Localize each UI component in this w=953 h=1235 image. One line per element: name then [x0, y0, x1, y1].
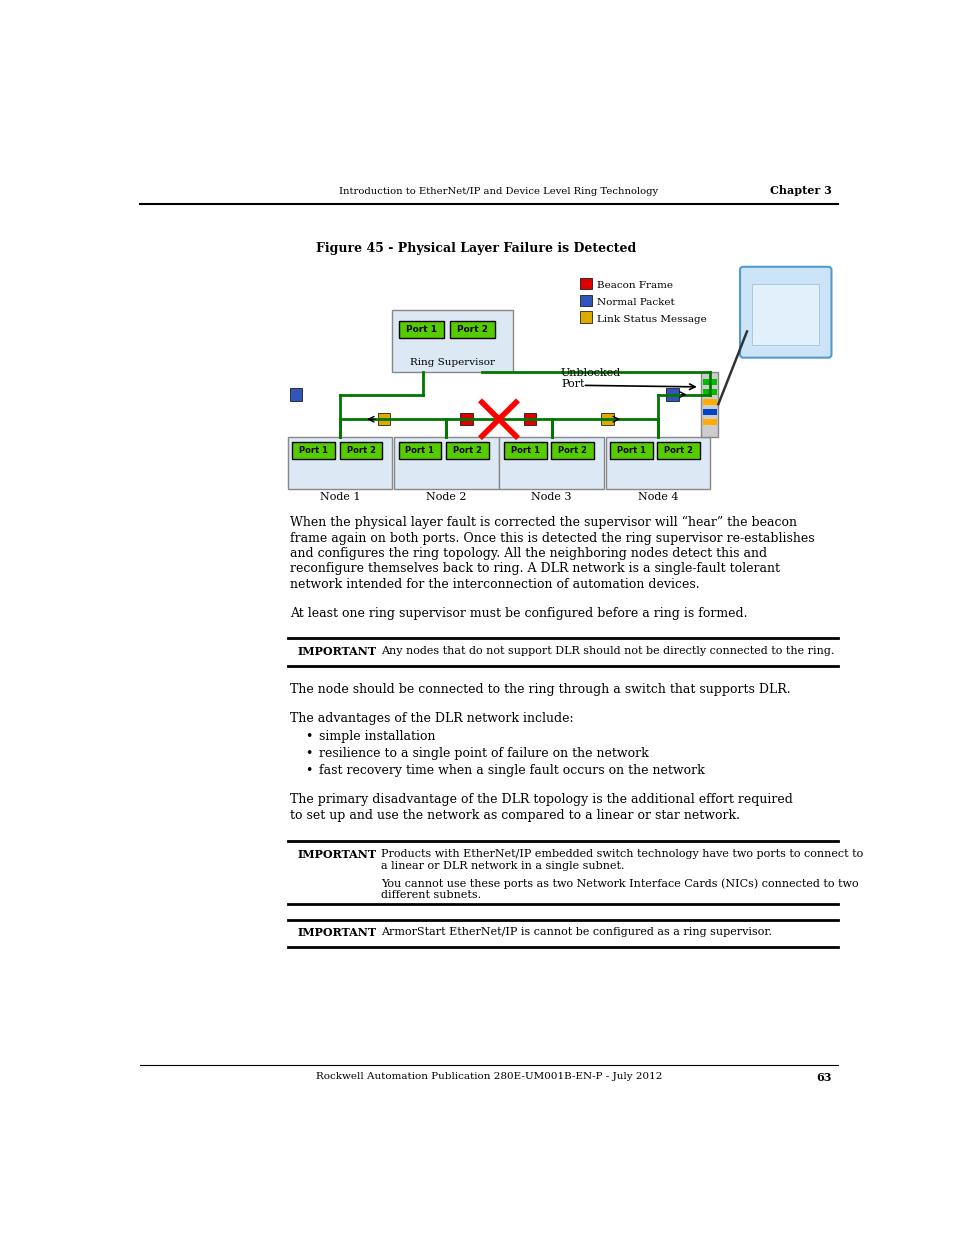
- Text: simple installation: simple installation: [319, 730, 436, 743]
- Text: Port 2: Port 2: [346, 446, 375, 456]
- Text: •: •: [305, 730, 313, 743]
- Bar: [398, 442, 441, 458]
- Bar: [551, 442, 594, 458]
- Bar: [579, 278, 592, 289]
- Text: ArmorStart EtherNet/IP is cannot be configured as a ring supervisor.: ArmorStart EtherNet/IP is cannot be conf…: [381, 927, 771, 937]
- Text: different subnets.: different subnets.: [381, 890, 481, 900]
- Bar: [700, 372, 718, 437]
- Text: 63: 63: [816, 1072, 831, 1083]
- Bar: [498, 437, 603, 489]
- Text: network intended for the interconnection of automation devices.: network intended for the interconnection…: [290, 578, 699, 590]
- Bar: [288, 437, 392, 489]
- Bar: [339, 442, 382, 458]
- Text: Figure 45 - Physical Layer Failure is Detected: Figure 45 - Physical Layer Failure is De…: [315, 242, 636, 256]
- Text: Any nodes that do not support DLR should not be directly connected to the ring.: Any nodes that do not support DLR should…: [381, 646, 834, 656]
- Text: •: •: [305, 747, 313, 761]
- Text: fast recovery time when a single fault occurs on the network: fast recovery time when a single fault o…: [319, 764, 704, 777]
- Text: IMPORTANT: IMPORTANT: [297, 848, 376, 860]
- Text: Chapter 3: Chapter 3: [770, 185, 831, 196]
- Bar: [702, 419, 716, 425]
- Bar: [657, 442, 700, 458]
- Text: Node 2: Node 2: [426, 493, 466, 503]
- Text: IMPORTANT: IMPORTANT: [297, 646, 376, 657]
- Text: Node 3: Node 3: [531, 493, 572, 503]
- Bar: [702, 379, 716, 385]
- Text: Ring Supervisor: Ring Supervisor: [410, 358, 495, 367]
- Text: The advantages of the DLR network include:: The advantages of the DLR network includ…: [290, 711, 573, 725]
- Bar: [523, 412, 536, 425]
- Bar: [445, 442, 488, 458]
- Text: Link Status Message: Link Status Message: [596, 315, 705, 324]
- Text: Rockwell Automation Publication 280E-UM001B-EN-P - July 2012: Rockwell Automation Publication 280E-UM0…: [315, 1072, 661, 1081]
- Bar: [293, 442, 335, 458]
- Text: Port 1: Port 1: [299, 446, 328, 456]
- Text: IMPORTANT: IMPORTANT: [297, 927, 376, 939]
- Text: Port 1: Port 1: [405, 325, 436, 335]
- Bar: [377, 412, 390, 425]
- Text: The primary disadvantage of the DLR topology is the additional effort required: The primary disadvantage of the DLR topo…: [290, 793, 792, 806]
- Text: resilience to a single point of failure on the network: resilience to a single point of failure …: [319, 747, 648, 761]
- Bar: [579, 294, 592, 306]
- Text: Port: Port: [560, 379, 584, 389]
- Text: a linear or DLR network in a single subnet.: a linear or DLR network in a single subn…: [381, 861, 624, 871]
- Text: Port 2: Port 2: [456, 325, 487, 335]
- Text: Port 2: Port 2: [663, 446, 693, 456]
- Bar: [600, 412, 613, 425]
- Text: frame again on both ports. Once this is detected the ring supervisor re-establis: frame again on both ports. Once this is …: [290, 531, 814, 545]
- Bar: [290, 389, 302, 401]
- Text: Products with EtherNet/IP embedded switch technology have two ports to connect t: Products with EtherNet/IP embedded switc…: [381, 848, 862, 858]
- Bar: [579, 311, 592, 324]
- Bar: [459, 412, 472, 425]
- Bar: [666, 389, 679, 401]
- FancyBboxPatch shape: [740, 267, 831, 358]
- Bar: [702, 409, 716, 415]
- Text: to set up and use the network as compared to a linear or star network.: to set up and use the network as compare…: [290, 809, 739, 821]
- Text: You cannot use these ports as two Network Interface Cards (NICs) connected to tw: You cannot use these ports as two Networ…: [381, 878, 858, 889]
- Text: Port 2: Port 2: [453, 446, 481, 456]
- Bar: [752, 284, 819, 346]
- Text: Port 2: Port 2: [558, 446, 586, 456]
- Bar: [702, 399, 716, 405]
- Text: Port 1: Port 1: [617, 446, 645, 456]
- Text: At least one ring supervisor must be configured before a ring is formed.: At least one ring supervisor must be con…: [290, 608, 746, 620]
- Bar: [398, 321, 443, 337]
- Text: Port 1: Port 1: [405, 446, 434, 456]
- Bar: [394, 437, 498, 489]
- Text: and configures the ring topology. All the neighboring nodes detect this and: and configures the ring topology. All th…: [290, 547, 766, 559]
- Text: Port 1: Port 1: [510, 446, 539, 456]
- Bar: [392, 310, 512, 372]
- Text: •: •: [305, 764, 313, 777]
- Text: reconfigure themselves back to ring. A DLR network is a single-fault tolerant: reconfigure themselves back to ring. A D…: [290, 562, 779, 576]
- Text: Normal Packet: Normal Packet: [596, 298, 674, 306]
- Text: Introduction to EtherNet/IP and Device Level Ring Technology: Introduction to EtherNet/IP and Device L…: [338, 186, 658, 196]
- Text: Node 1: Node 1: [319, 493, 360, 503]
- Bar: [702, 389, 716, 395]
- Bar: [610, 442, 652, 458]
- Text: The node should be connected to the ring through a switch that supports DLR.: The node should be connected to the ring…: [290, 683, 789, 695]
- Bar: [605, 437, 709, 489]
- Text: Unblocked: Unblocked: [560, 368, 620, 378]
- Text: When the physical layer fault is corrected the supervisor will “hear” the beacon: When the physical layer fault is correct…: [290, 516, 796, 530]
- Text: Node 4: Node 4: [637, 493, 678, 503]
- Bar: [503, 442, 546, 458]
- Bar: [449, 321, 495, 337]
- Text: Beacon Frame: Beacon Frame: [596, 280, 672, 290]
